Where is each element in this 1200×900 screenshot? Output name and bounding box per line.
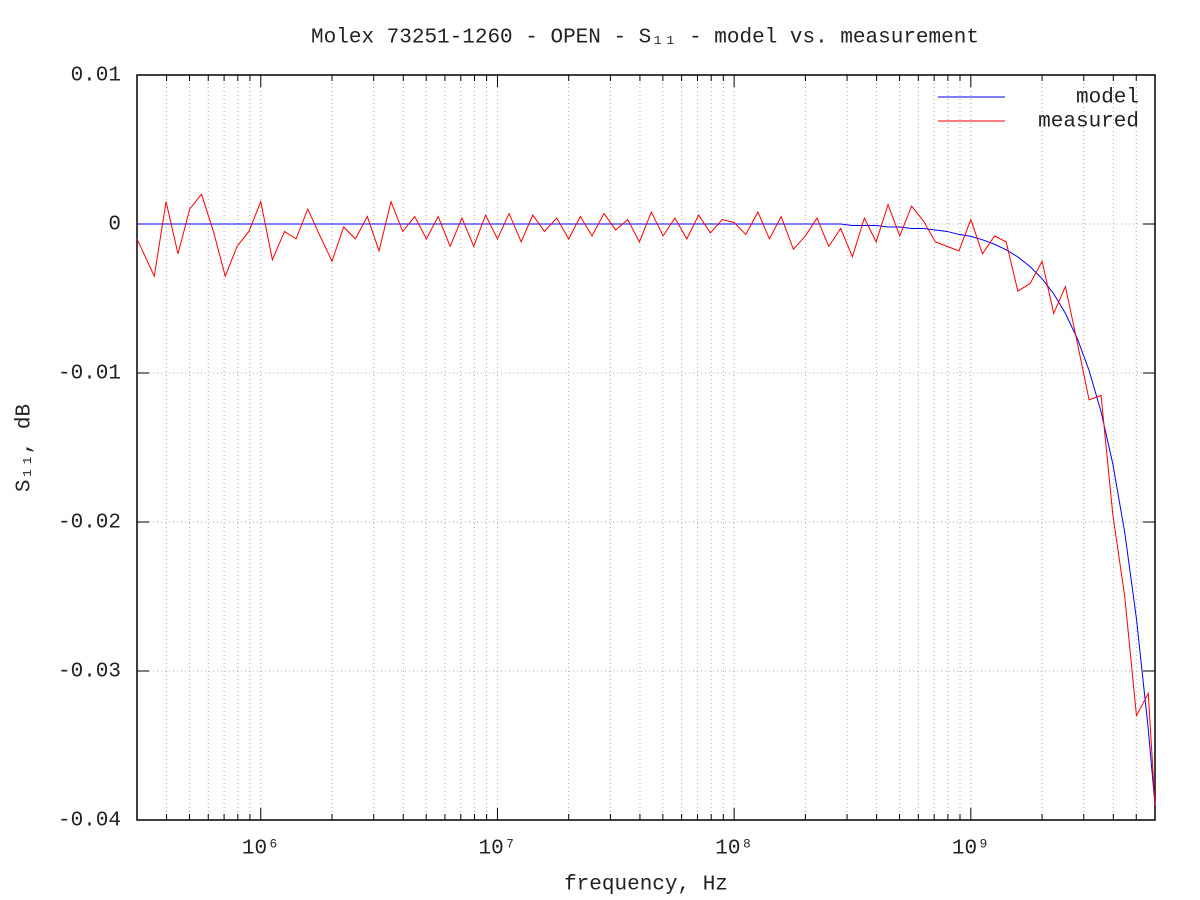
x-tick-label: 10⁶ xyxy=(242,838,280,861)
plot-border xyxy=(136,74,1156,821)
x-axis-label: frequency, Hz xyxy=(564,874,728,897)
y-tick-label: 0 xyxy=(108,214,121,237)
chart-title: Molex 73251-1260 - OPEN - S₁₁ - model vs… xyxy=(311,27,979,50)
legend-label: measured xyxy=(1038,111,1139,134)
series-line xyxy=(136,193,1156,806)
y-tick-label: -0.03 xyxy=(58,661,121,684)
x-tick-label: 10⁷ xyxy=(479,838,517,861)
x-tick-label: 10⁸ xyxy=(715,838,753,861)
x-tick-label: 10⁹ xyxy=(952,838,990,861)
y-tick-label: -0.01 xyxy=(58,363,121,386)
series-line xyxy=(137,223,1156,806)
legend-label: model xyxy=(1076,87,1139,110)
y-axis-label: S₁₁, dB xyxy=(14,404,37,492)
y-tick-label: -0.02 xyxy=(58,512,121,535)
y-tick-label: 0.01 xyxy=(71,65,121,88)
y-tick-label: -0.04 xyxy=(58,810,121,833)
